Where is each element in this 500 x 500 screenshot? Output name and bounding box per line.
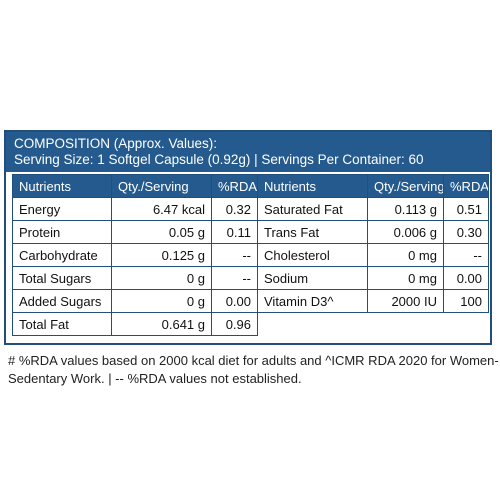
nutrient-rda: 0.30 [443, 220, 489, 244]
nutrient-rda: 0.51 [443, 197, 489, 221]
nutrient-qty: 2000 IU [367, 289, 444, 313]
nutrient-name: Added Sugars [12, 289, 112, 313]
nutrient-rda: 0.00 [443, 266, 489, 290]
table-row: Protein 0.05 g 0.11 Trans Fat 0.006 g 0.… [12, 220, 489, 244]
nutrient-name: Energy [12, 197, 112, 221]
nutrient-name: Vitamin D3^ [257, 289, 368, 313]
footnote-line-1: # %RDA values based on 2000 kcal diet fo… [8, 353, 499, 368]
nutrition-table: Nutrients Qty./Serving %RDA# Nutrients Q… [12, 174, 489, 336]
nutrient-qty: 0.125 g [111, 243, 212, 267]
nutrient-qty: 0 g [111, 266, 212, 290]
nutrient-qty: 0 g [111, 289, 212, 313]
nutrient-qty: 0.006 g [367, 220, 444, 244]
nutrient-name: Trans Fat [257, 220, 368, 244]
nutrient-name: Carbohydrate [12, 243, 112, 267]
composition-title: COMPOSITION (Approx. Values): [14, 136, 218, 151]
table-row: Total Sugars 0 g -- Sodium 0 mg 0.00 [12, 266, 489, 290]
nutrient-name: Total Sugars [12, 266, 112, 290]
nutrient-name: Cholesterol [257, 243, 368, 267]
empty-cell [257, 312, 489, 336]
table-row: Added Sugars 0 g 0.00 Vitamin D3^ 2000 I… [12, 289, 489, 313]
header-qty-left: Qty./Serving [111, 174, 212, 198]
nutrient-rda: -- [211, 243, 258, 267]
header-rda-left: %RDA# [211, 174, 258, 198]
header-qty-right: Qty./Serving [367, 174, 444, 198]
header-nutrients-left: Nutrients [12, 174, 112, 198]
table-header-row: Nutrients Qty./Serving %RDA# Nutrients Q… [12, 174, 489, 198]
composition-panel: COMPOSITION (Approx. Values): Serving Si… [4, 130, 492, 345]
footnote-line-2: Sedentary Work. | -- %RDA values not est… [8, 371, 302, 386]
nutrient-name: Sodium [257, 266, 368, 290]
nutrient-qty: 0 mg [367, 243, 444, 267]
nutrient-rda: -- [443, 243, 489, 267]
table-row: Carbohydrate 0.125 g -- Cholesterol 0 mg… [12, 243, 489, 267]
nutrient-rda: 100 [443, 289, 489, 313]
nutrient-rda: 0.96 [211, 312, 258, 336]
table-row: Total Fat 0.641 g 0.96 [12, 312, 489, 336]
header-rda-right: %RDA# [443, 174, 489, 198]
nutrient-name: Total Fat [12, 312, 112, 336]
nutrient-rda: -- [211, 266, 258, 290]
nutrient-qty: 0 mg [367, 266, 444, 290]
header-nutrients-right: Nutrients [257, 174, 368, 198]
serving-info: Serving Size: 1 Softgel Capsule (0.92g) … [14, 152, 424, 167]
footnote: # %RDA values based on 2000 kcal diet fo… [8, 352, 499, 388]
nutrient-qty: 6.47 kcal [111, 197, 212, 221]
nutrient-qty: 0.641 g [111, 312, 212, 336]
nutrient-rda: 0.00 [211, 289, 258, 313]
nutrient-name: Saturated Fat [257, 197, 368, 221]
nutrient-rda: 0.32 [211, 197, 258, 221]
nutrient-name: Protein [12, 220, 112, 244]
table-row: Energy 6.47 kcal 0.32 Saturated Fat 0.11… [12, 197, 489, 221]
nutrient-qty: 0.113 g [367, 197, 444, 221]
composition-header: COMPOSITION (Approx. Values): Serving Si… [6, 132, 490, 172]
nutrient-qty: 0.05 g [111, 220, 212, 244]
nutrient-rda: 0.11 [211, 220, 258, 244]
